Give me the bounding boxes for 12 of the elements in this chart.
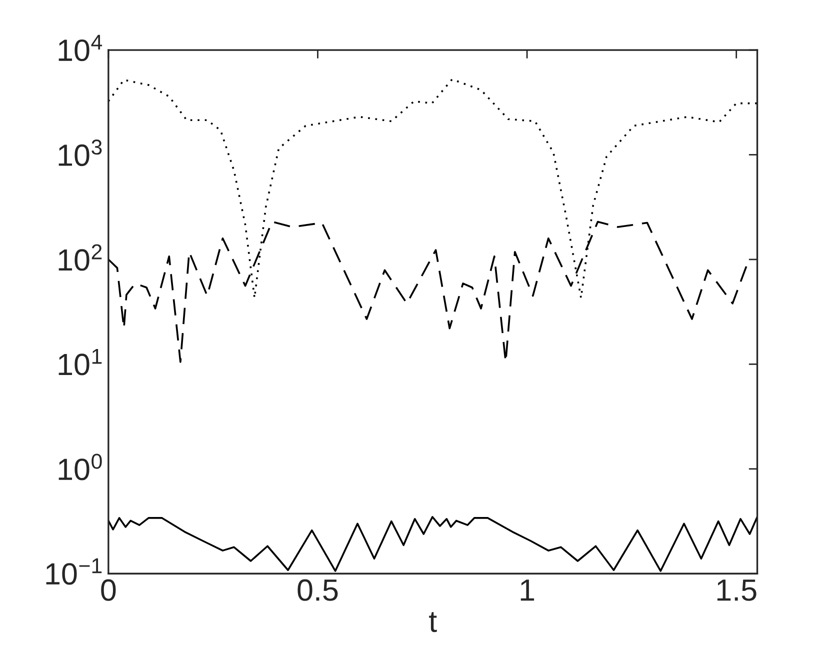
x-tick-label: 0 [101,579,116,601]
x-tick-label: 0.5 [298,579,338,601]
y-tick-label: 10$^{2}$ [58,244,102,271]
x-tick-label: 1.5 [717,580,756,601]
y-tick-label: 10$^{3}$ [58,140,102,166]
y-tick-label: 10$^{1}$ [58,348,102,376]
x-tick-label: 1 [520,580,534,601]
line-series [108,516,758,572]
y-tick-label: 10$^{4}$ [58,34,102,62]
x-axis-title: t [429,612,437,632]
y-tick-label: 10$^{0}$ [58,454,102,480]
y-tick-label: 10$^{−1}$ [46,558,102,585]
